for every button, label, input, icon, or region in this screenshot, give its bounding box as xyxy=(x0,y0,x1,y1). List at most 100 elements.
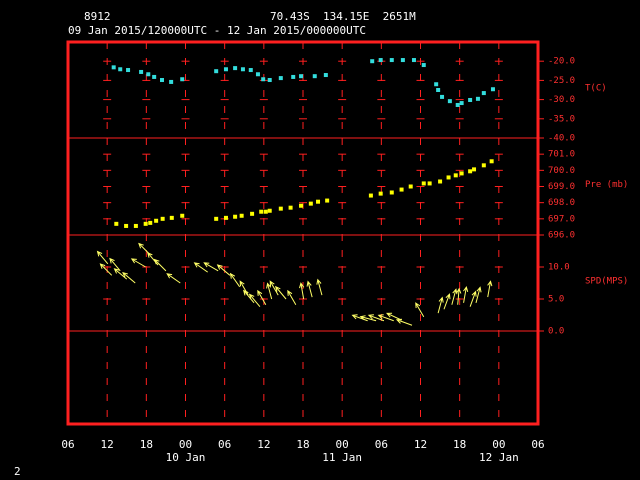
data-point xyxy=(214,216,219,221)
data-point xyxy=(438,179,443,184)
frame xyxy=(66,40,540,426)
date-label: 11 Jan xyxy=(322,451,362,464)
wind-arrow xyxy=(166,273,181,284)
data-point xyxy=(248,68,253,73)
data-point xyxy=(481,91,486,96)
data-point xyxy=(299,74,304,79)
data-point xyxy=(259,209,264,214)
data-point xyxy=(239,213,244,218)
data-point xyxy=(489,159,494,164)
wind-arrow xyxy=(257,289,267,306)
x-tick-label: 06 xyxy=(61,438,74,451)
data-point xyxy=(481,163,486,168)
wind-arrow xyxy=(351,314,368,322)
y-tick-label: 696.0 xyxy=(548,231,575,241)
data-point xyxy=(411,58,416,63)
data-point xyxy=(169,79,174,84)
wind-arrow xyxy=(316,278,323,296)
data-point xyxy=(316,199,321,204)
data-point xyxy=(148,220,153,225)
data-point xyxy=(440,94,445,99)
page-number: 2 xyxy=(14,465,21,478)
wind-arrow xyxy=(203,262,219,272)
y-tick-label: -40.0 xyxy=(548,134,575,144)
wind-arrow xyxy=(377,314,394,322)
x-tick-label: 18 xyxy=(140,438,153,451)
y-tick-label: 701.0 xyxy=(548,150,575,160)
data-point xyxy=(408,184,413,189)
data-point xyxy=(490,87,495,92)
wind-arrow xyxy=(96,250,109,265)
x-tick-label: 00 xyxy=(336,438,349,451)
x-tick-label: 12 xyxy=(101,438,114,451)
y-axis-label: Pre (mb) xyxy=(585,180,628,190)
data-point xyxy=(299,203,304,208)
wind-arrow xyxy=(248,293,261,308)
data-point xyxy=(312,74,317,79)
y-tick-label: 10.0 xyxy=(548,263,570,273)
data-point xyxy=(427,181,432,186)
data-point xyxy=(378,58,383,63)
data-point xyxy=(114,221,119,226)
data-point xyxy=(160,216,165,221)
data-point xyxy=(180,77,185,82)
wind-arrow xyxy=(395,318,413,326)
data-point xyxy=(308,201,313,206)
data-point xyxy=(370,59,375,64)
wind-arrow xyxy=(153,258,167,272)
data-point xyxy=(160,78,164,83)
x-tick-label: 12 xyxy=(257,438,270,451)
y-axis-label: T(C) xyxy=(585,84,607,94)
data-point xyxy=(291,74,296,79)
wind-arrow xyxy=(266,282,273,300)
data-point xyxy=(421,63,426,68)
data-point xyxy=(378,191,383,196)
data-point xyxy=(446,175,451,180)
data-point xyxy=(111,65,116,70)
wind-arrow xyxy=(130,258,146,268)
y-tick-label: 700.0 xyxy=(548,166,575,176)
data-point xyxy=(475,96,480,101)
data-point xyxy=(325,198,330,203)
wind-arrow xyxy=(109,257,121,272)
x-tick-label: 18 xyxy=(453,438,466,451)
data-point xyxy=(278,76,283,81)
data-point xyxy=(389,58,394,63)
wind-arrow xyxy=(469,290,477,307)
x-tick-label: 06 xyxy=(375,438,388,451)
y-tick-label: -20.0 xyxy=(548,57,575,67)
data-point xyxy=(146,72,151,77)
x-tick-label: 00 xyxy=(179,438,192,451)
data-point xyxy=(250,211,255,216)
data-point xyxy=(459,171,464,176)
wind-arrow xyxy=(415,302,425,318)
data-point xyxy=(368,193,373,198)
data-point xyxy=(255,72,260,77)
wind-arrow xyxy=(147,251,159,266)
data-point xyxy=(400,58,405,63)
data-point xyxy=(154,218,159,223)
wind-arrow xyxy=(239,280,249,296)
data-point xyxy=(152,74,157,79)
wind-arrow xyxy=(216,264,231,276)
wind-arrow xyxy=(475,286,482,303)
station-location: 70.43S 134.15E 2651M xyxy=(270,10,416,23)
wind-arrow xyxy=(243,289,255,304)
data-point xyxy=(447,99,452,104)
wind-arrow xyxy=(437,296,444,314)
date-label: 12 Jan xyxy=(479,451,519,464)
data-point xyxy=(214,69,219,74)
x-tick-label: 06 xyxy=(531,438,544,451)
period: 09 Jan 2015/120000UTC - 12 Jan 2015/0000… xyxy=(68,24,366,37)
wind-arrow xyxy=(287,289,297,306)
data-point xyxy=(143,221,148,226)
data-point xyxy=(389,190,394,195)
wind-arrow xyxy=(299,282,305,300)
data-point xyxy=(468,97,473,102)
data-point xyxy=(263,209,268,214)
data-point xyxy=(453,173,458,178)
y-tick-label: 698.0 xyxy=(548,198,575,208)
data-point xyxy=(399,187,404,192)
data-point xyxy=(180,213,185,218)
